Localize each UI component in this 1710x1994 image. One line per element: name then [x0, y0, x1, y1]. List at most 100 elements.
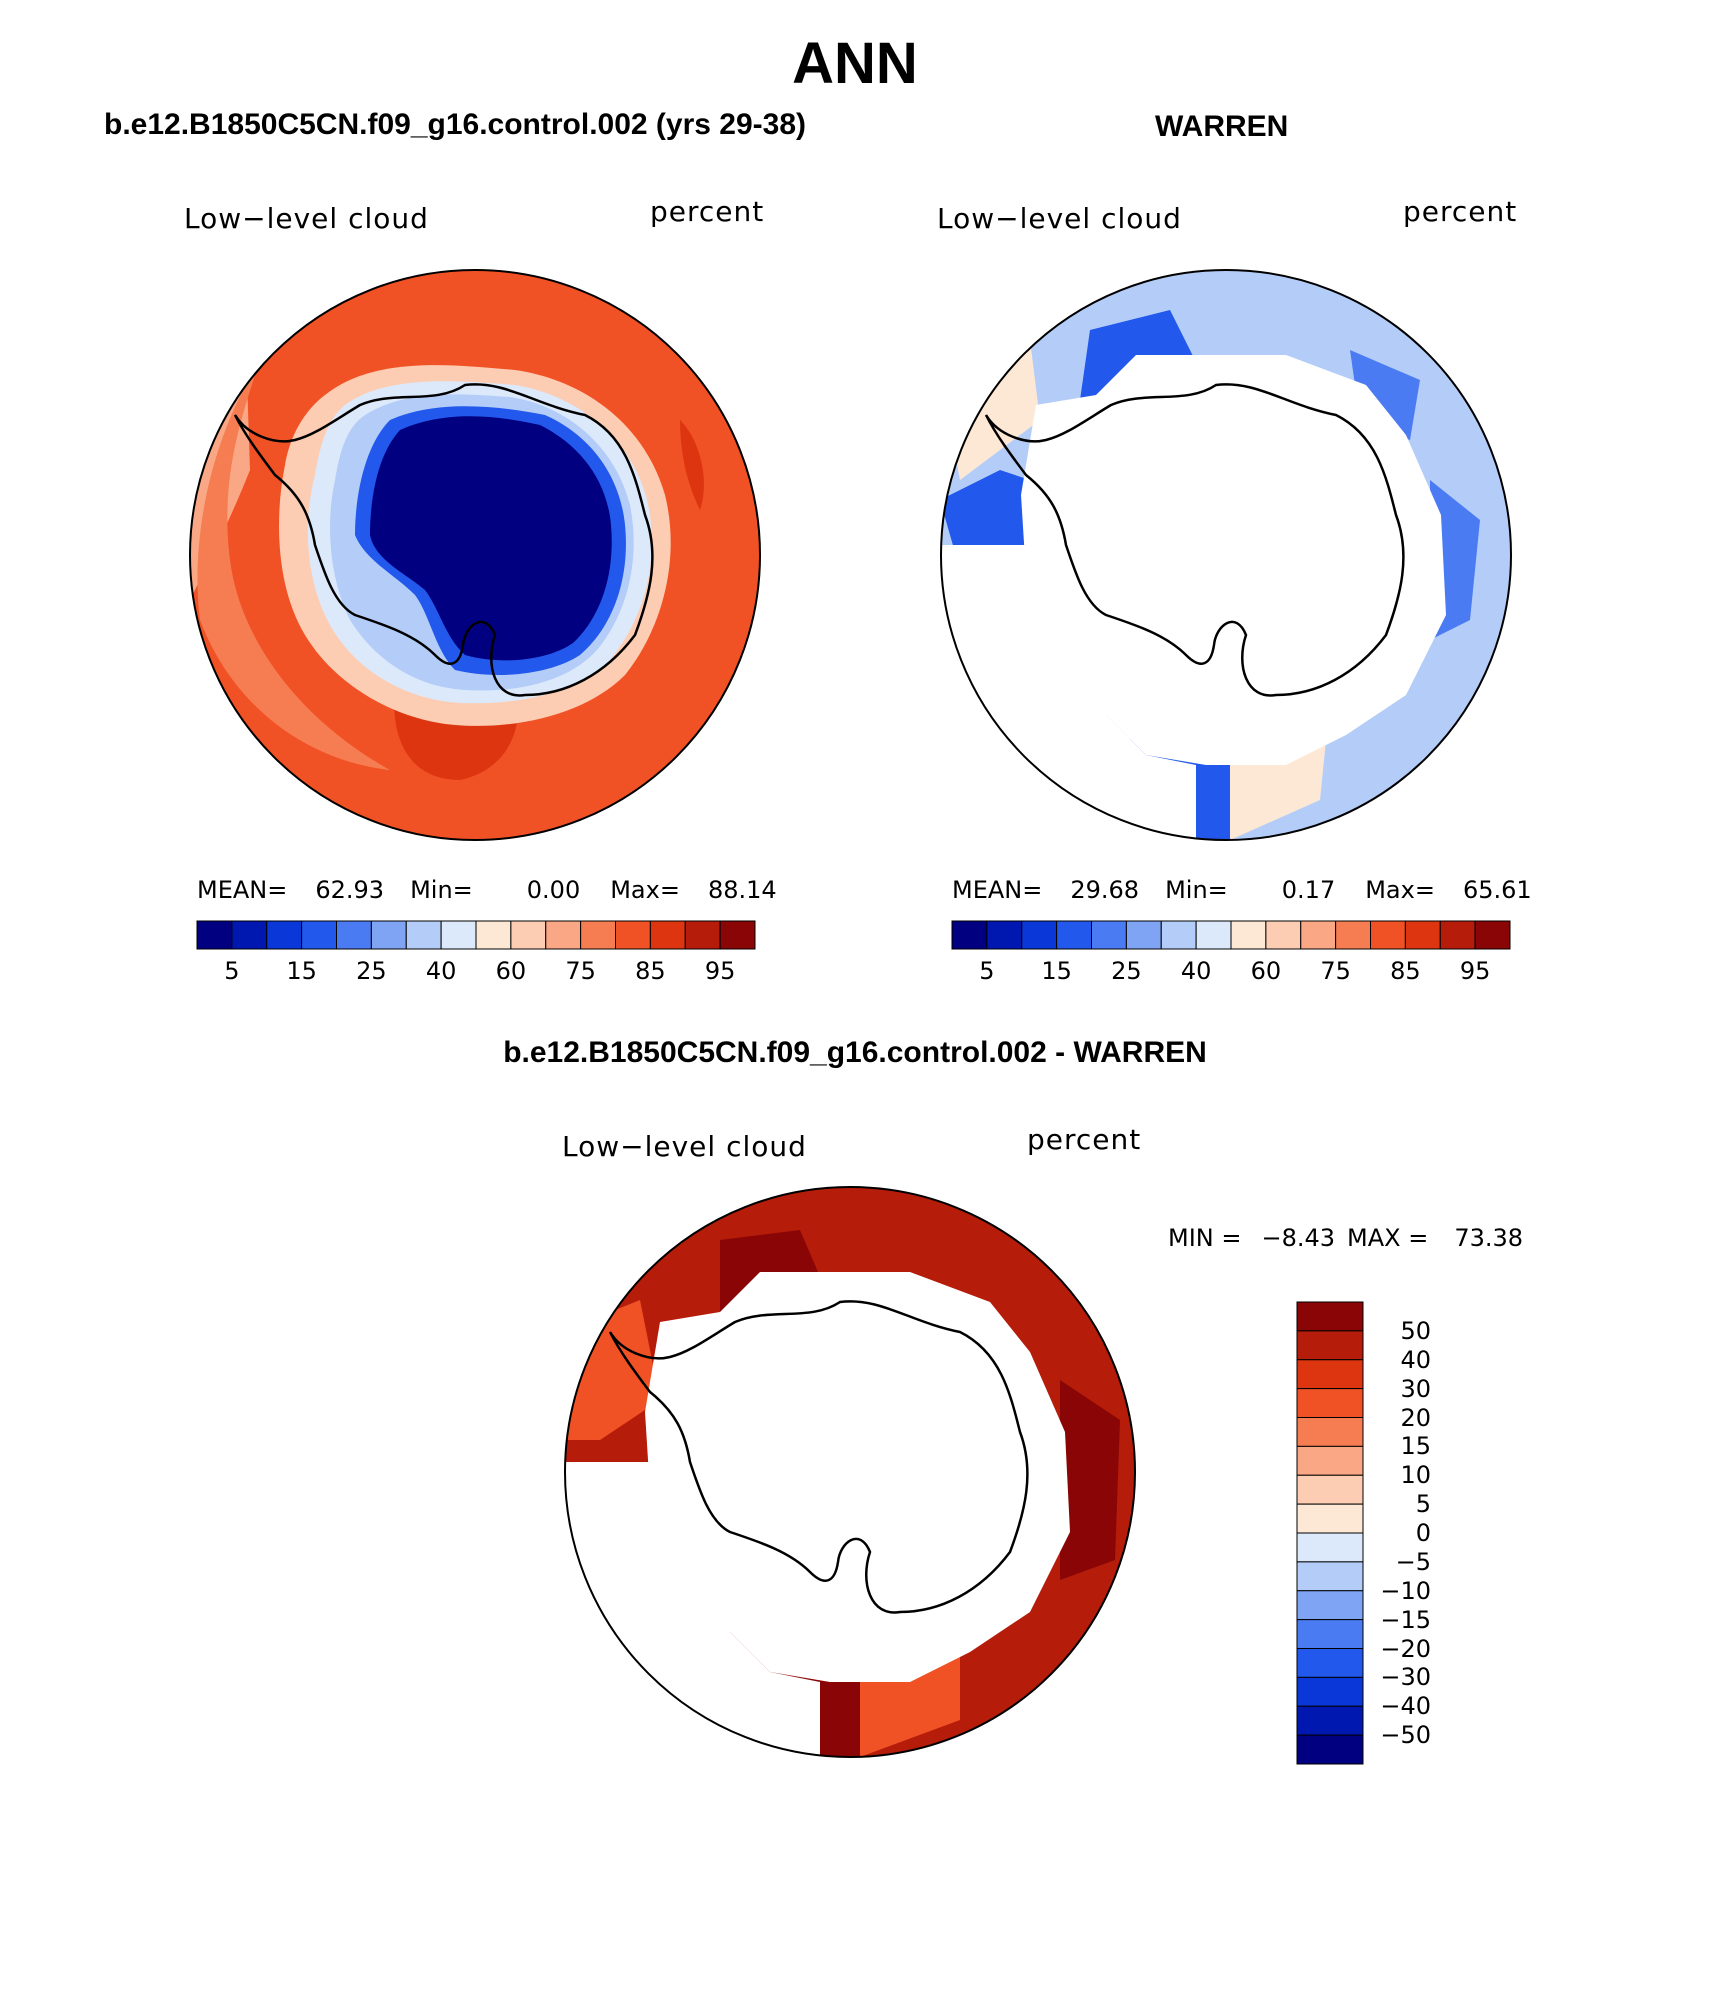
- colorbar-obs-swatch: [986, 920, 1023, 950]
- obs-map-border: [940, 269, 1512, 841]
- colorbar-obs-swatch: [1160, 920, 1197, 950]
- colorbar-obs-swatch: [1091, 920, 1127, 950]
- diff-dark-east: [1060, 1380, 1120, 1580]
- colorbar-obs-swatch: [1056, 920, 1092, 950]
- main-title: ANN: [792, 31, 918, 96]
- colorbar-model-swatch: [370, 920, 407, 950]
- stats-diff: MIN = −8.43 MAX = 73.38: [1168, 1224, 1524, 1252]
- panel-title-obs: WARREN: [1155, 110, 1289, 143]
- colorbar-obs-swatch: [1195, 920, 1232, 950]
- colorbar-diff-swatch: [1296, 1705, 1364, 1736]
- map-diff: [564, 1186, 1136, 1758]
- colorbar-model-swatch: [405, 920, 442, 950]
- stats-model: MEAN= 62.93 Min= 0.00 Max= 88.14: [197, 876, 777, 904]
- colorbar-model-swatch: [196, 920, 233, 950]
- colorbar-model-swatch: [231, 920, 268, 950]
- colorbar-diff-swatch: [1296, 1301, 1364, 1332]
- stats-obs: MEAN= 29.68 Min= 0.17 Max= 65.61: [952, 876, 1532, 904]
- colorbar-model-tick-label: 75: [565, 957, 596, 985]
- colorbar-diff-tick-label: −40: [1380, 1692, 1431, 1721]
- colorbar-diff-tick-label: 40: [1400, 1345, 1431, 1374]
- colorbar-obs-tick-label: 40: [1180, 957, 1212, 985]
- colorbar-model-swatch: [545, 920, 582, 950]
- colorbar-obs-swatch: [1474, 920, 1511, 950]
- colorbar-diff-tick-label: 10: [1400, 1461, 1431, 1490]
- colorbar-model-swatch: [649, 920, 686, 950]
- variable-label-model: Low−level cloud: [184, 202, 429, 235]
- colorbar-model-tick-label: 25: [356, 957, 387, 985]
- colorbar-model-swatch: [301, 920, 337, 950]
- model-shading-west: [197, 360, 390, 770]
- model-dark-patch-east: [680, 420, 704, 510]
- colorbar-diff-swatch: [1296, 1590, 1364, 1621]
- colorbar-diff-swatch: [1296, 1474, 1364, 1505]
- colorbar-diff-tick-label: −5: [1395, 1547, 1431, 1576]
- colorbar-obs-swatch: [1265, 920, 1302, 950]
- colorbar-diff-swatch: [1296, 1648, 1364, 1678]
- colorbar-model-tick-label: 40: [425, 957, 457, 985]
- colorbar-obs-tick-label: 85: [1390, 957, 1421, 985]
- colorbar-obs-tick-label: 15: [1041, 957, 1072, 985]
- colorbar-model-swatch: [684, 920, 721, 950]
- colorbar-diff-tick-label: 5: [1415, 1490, 1431, 1519]
- colorbar-diff-tick-label: 30: [1400, 1374, 1431, 1403]
- colorbar-diff-tick-label: 50: [1400, 1316, 1431, 1345]
- colorbar-model-swatch: [510, 920, 547, 950]
- colorbar-diff-swatch: [1296, 1359, 1364, 1390]
- diff-missing-inner: [645, 1272, 1070, 1682]
- colorbar-obs-swatch: [1230, 920, 1267, 950]
- colorbar-obs-swatch: [1370, 920, 1406, 950]
- colorbar-obs-tick-label: 5: [979, 957, 995, 985]
- colorbar-obs-swatch: [1021, 920, 1058, 950]
- colorbar-model-swatch: [336, 920, 372, 950]
- colorbar-obs-swatch: [1404, 920, 1441, 950]
- colorbar-model-swatch: [475, 920, 512, 950]
- colorbar-obs-swatch: [1335, 920, 1371, 950]
- colorbar-diff-tick-label: −30: [1380, 1663, 1431, 1692]
- colorbar-model-tick-label: 95: [704, 957, 736, 985]
- model-map-border: [189, 269, 761, 841]
- colorbar-obs-tick-label: 25: [1111, 957, 1142, 985]
- colorbar-obs-swatch: [1300, 920, 1337, 950]
- colorbar-model: [196, 920, 756, 950]
- colorbar-diff: [1296, 1301, 1364, 1765]
- colorbar-model-swatch: [580, 920, 616, 950]
- colorbar-obs-swatch: [951, 920, 988, 950]
- colorbar-obs-tick-label: 95: [1459, 957, 1491, 985]
- colorbar-diff-swatch: [1296, 1330, 1364, 1361]
- panel-title-model: b.e12.B1850C5CN.f09_g16.control.002 (yrs…: [104, 108, 807, 141]
- diff-map-border: [564, 1186, 1136, 1758]
- colorbar-obs-tick-label: 60: [1250, 957, 1282, 985]
- colorbar-diff-swatch: [1296, 1532, 1364, 1563]
- colorbar-model-tick-label: 5: [224, 957, 240, 985]
- colorbar-model-tick-label: 60: [495, 957, 527, 985]
- colorbar-diff-swatch: [1296, 1561, 1364, 1592]
- colorbar-diff-swatch: [1296, 1417, 1364, 1447]
- map-obs: [940, 269, 1512, 841]
- colorbar-diff-swatch: [1296, 1388, 1364, 1418]
- units-label-model: percent: [650, 195, 765, 228]
- colorbar-model-swatch: [440, 920, 477, 950]
- panel-title-diff: b.e12.B1850C5CN.f09_g16.control.002 - WA…: [503, 1036, 1207, 1069]
- units-label-diff: percent: [1027, 1123, 1142, 1156]
- variable-label-obs: Low−level cloud: [937, 202, 1182, 235]
- colorbar-diff-tick-label: −20: [1380, 1634, 1431, 1663]
- colorbar-diff-tick-label: 15: [1400, 1432, 1431, 1461]
- units-label-obs: percent: [1403, 195, 1518, 228]
- colorbar-model-swatch: [719, 920, 756, 950]
- colorbar-obs-swatch: [1125, 920, 1162, 950]
- colorbar-diff-swatch: [1296, 1676, 1364, 1707]
- colorbar-model-swatch: [266, 920, 303, 950]
- colorbar-diff-tick-label: 0: [1415, 1519, 1431, 1547]
- colorbar-diff-swatch: [1296, 1503, 1364, 1534]
- colorbar-model-swatch: [615, 920, 651, 950]
- colorbar-model-tick-label: 15: [286, 957, 317, 985]
- colorbar-diff-swatch: [1296, 1445, 1364, 1476]
- colorbar-diff-swatch: [1296, 1734, 1364, 1765]
- colorbar-diff-swatch: [1296, 1619, 1364, 1649]
- obs-missing-inner: [1021, 355, 1446, 765]
- colorbar-diff-tick-label: −15: [1380, 1605, 1431, 1634]
- colorbar-model-tick-label: 85: [635, 957, 666, 985]
- colorbar-diff-tick-label: −10: [1380, 1576, 1431, 1605]
- colorbar-diff-tick-label: −50: [1380, 1721, 1431, 1750]
